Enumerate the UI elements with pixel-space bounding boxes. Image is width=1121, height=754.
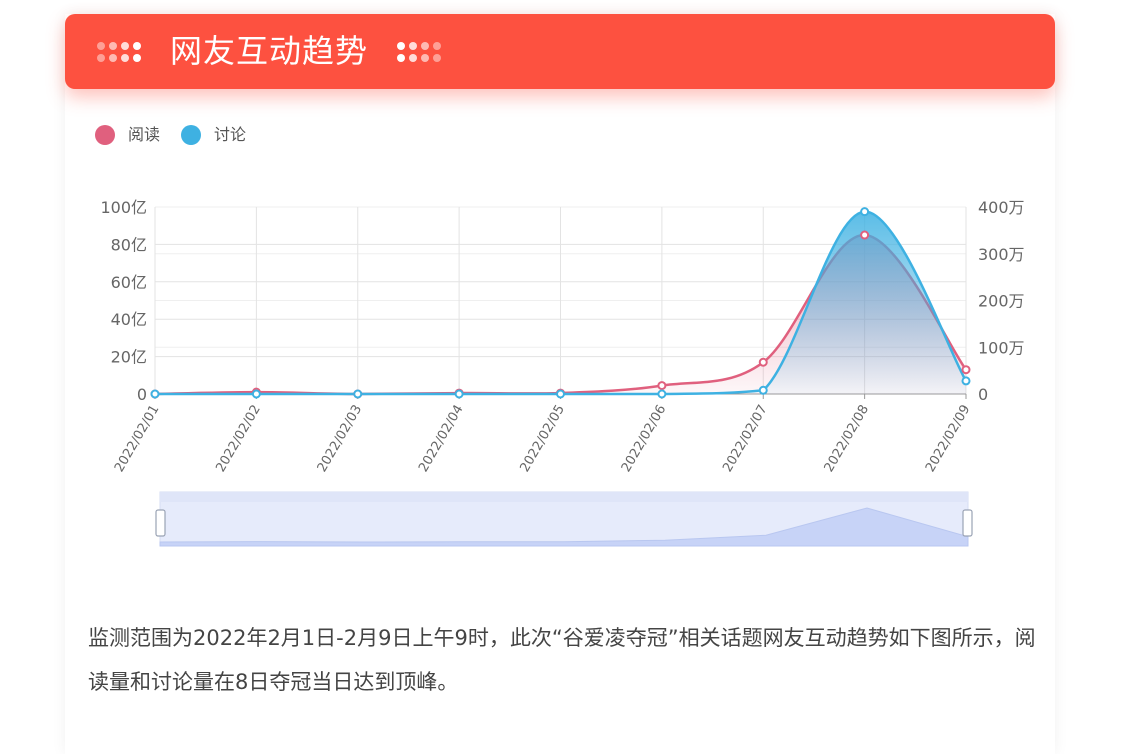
dot-icon bbox=[109, 42, 117, 50]
y-right-tick-label: 200万 bbox=[978, 292, 1025, 311]
dot-icon bbox=[433, 42, 441, 50]
trend-chart: 100亿80亿60亿40亿20亿0400万300万200万100万02022/0… bbox=[100, 198, 1025, 547]
data-point bbox=[556, 389, 565, 399]
data-point bbox=[657, 389, 667, 399]
dot-icon bbox=[121, 42, 129, 50]
dot-icon bbox=[421, 42, 429, 50]
dot-icon bbox=[133, 42, 141, 50]
x-tick-label: 2022/02/01 bbox=[112, 403, 162, 475]
data-point bbox=[860, 207, 870, 217]
legend-discuss-label: 讨论 bbox=[214, 125, 247, 144]
dot-icon bbox=[409, 42, 417, 50]
dot-icon bbox=[433, 54, 441, 62]
data-point bbox=[758, 357, 768, 367]
dot-icon bbox=[133, 54, 141, 62]
y-left-tick-label: 60亿 bbox=[111, 273, 147, 292]
x-tick-label: 2022/02/08 bbox=[822, 403, 872, 475]
data-point bbox=[961, 376, 971, 386]
y-right-tick-label: 400万 bbox=[978, 198, 1025, 217]
zoom-slider-top-bar bbox=[160, 492, 968, 502]
legend-read-dot-icon bbox=[95, 125, 115, 145]
x-tick-label: 2022/02/07 bbox=[720, 403, 770, 475]
x-tick-label: 2022/02/04 bbox=[416, 403, 466, 475]
section-title: 网友互动趋势 bbox=[170, 32, 369, 70]
y-left-tick-label: 20亿 bbox=[111, 348, 147, 367]
dot-icon bbox=[97, 54, 105, 62]
x-tick-label: 2022/02/03 bbox=[315, 403, 365, 475]
series-line bbox=[155, 210, 968, 396]
y-left-tick-label: 40亿 bbox=[111, 310, 147, 329]
dot-icon bbox=[421, 54, 429, 62]
legend-read-label: 阅读 bbox=[128, 125, 161, 144]
data-point bbox=[657, 381, 667, 391]
data-point bbox=[251, 389, 261, 399]
x-tick-label: 2022/02/05 bbox=[518, 403, 568, 475]
y-left-tick-label: 0 bbox=[137, 385, 147, 404]
x-tick-label: 2022/02/02 bbox=[213, 403, 263, 475]
data-point bbox=[961, 365, 971, 375]
dot-icon bbox=[97, 42, 105, 50]
y-right-tick-label: 300万 bbox=[978, 245, 1025, 264]
data-point bbox=[150, 389, 160, 399]
data-point bbox=[353, 389, 363, 399]
y-right-tick-label: 0 bbox=[978, 385, 988, 404]
x-tick-label: 2022/02/06 bbox=[619, 403, 669, 475]
y-left-tick-label: 80亿 bbox=[111, 235, 147, 254]
dot-icon bbox=[409, 54, 417, 62]
data-point bbox=[454, 389, 464, 399]
dot-icon bbox=[109, 54, 117, 62]
y-right-tick-label: 100万 bbox=[978, 338, 1025, 357]
dot-icon bbox=[397, 42, 405, 50]
dot-icon bbox=[121, 54, 129, 62]
zoom-handle-left-icon[interactable] bbox=[155, 509, 166, 537]
series-area bbox=[155, 211, 966, 394]
data-point bbox=[860, 230, 870, 240]
legend-discuss-dot-icon bbox=[181, 125, 201, 145]
x-tick-label: 2022/02/09 bbox=[923, 403, 973, 475]
data-point bbox=[758, 385, 768, 395]
section-banner: 网友互动趋势 bbox=[65, 14, 1055, 89]
dot-icon bbox=[397, 54, 405, 62]
zoom-slider-preview bbox=[159, 507, 969, 547]
zoom-handle-right-icon[interactable] bbox=[962, 509, 973, 537]
y-left-tick-label: 100亿 bbox=[100, 198, 147, 217]
description-text: 监测范围为2022年2月1日-2月9日上午9时，此次“谷爱凌夺冠”相关话题网友互… bbox=[88, 626, 1036, 694]
